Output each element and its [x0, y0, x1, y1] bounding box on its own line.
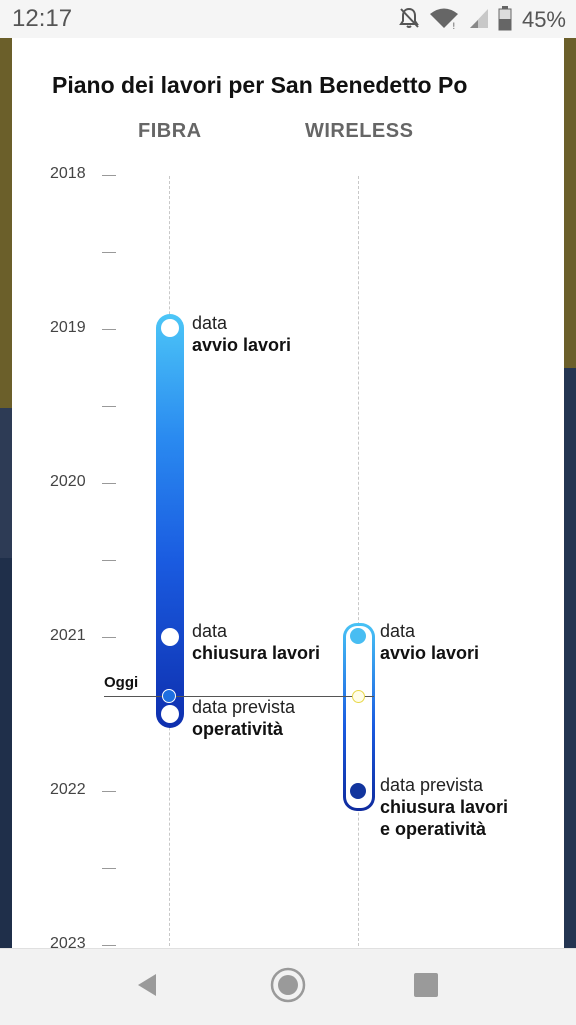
wireless-today-marker [352, 690, 365, 703]
status-bar: 12:17 ! [0, 0, 576, 38]
background-strip [0, 408, 12, 558]
today-label: Oggi [104, 674, 139, 691]
cell-signal-icon [468, 6, 490, 35]
fibra-start-marker [161, 319, 179, 337]
year-tick [102, 637, 116, 638]
battery-icon [498, 5, 512, 36]
annotation-line-bold: avvio lavori [192, 335, 292, 355]
year-tick [102, 483, 116, 484]
annotation-line-bold: operatività [192, 719, 284, 739]
fibra-timeline-bar [156, 314, 184, 728]
wireless-start-marker [350, 628, 366, 644]
notifications-off-icon [398, 6, 420, 35]
timeline-card: Piano dei lavori per San Benedetto Po FI… [12, 38, 564, 948]
status-time: 12:17 [12, 5, 73, 32]
year-label: 2020 [50, 473, 86, 490]
wireless-start-annotation: data avvio lavori [380, 620, 479, 664]
year-label: 2023 [50, 935, 86, 948]
annotation-line: data [192, 313, 228, 333]
year-tick [102, 329, 116, 330]
back-button[interactable] [130, 969, 166, 1005]
fibra-today-marker [162, 689, 176, 703]
annotation-line: data prevista [192, 697, 296, 717]
year-tick [102, 791, 116, 792]
status-icons: ! 45% [398, 5, 566, 36]
half-year-tick [102, 252, 116, 253]
wireless-end-marker [350, 783, 366, 799]
wireless-end-annotation: data prevista chiusura lavori e operativ… [380, 774, 508, 840]
today-line [104, 696, 374, 697]
recent-apps-button[interactable] [408, 969, 444, 1005]
background-strip [0, 38, 12, 408]
back-icon [134, 971, 162, 1004]
year-label: 2022 [50, 781, 86, 798]
svg-text:!: ! [452, 22, 456, 30]
background-strip [564, 368, 576, 948]
column-header-wireless: WIRELESS [305, 120, 414, 142]
wifi-icon: ! [428, 6, 460, 35]
home-icon [270, 967, 306, 1008]
background-strip [564, 38, 576, 368]
battery-percent: 45% [521, 7, 566, 32]
half-year-tick [102, 406, 116, 407]
navigation-bar [0, 948, 576, 1025]
home-button[interactable] [270, 967, 306, 1008]
column-header-fibra: FIBRA [138, 120, 202, 142]
year-label: 2018 [50, 165, 86, 182]
annotation-line: data [380, 621, 416, 641]
fibra-end-annotation: data chiusura lavori [192, 620, 320, 664]
half-year-tick [102, 868, 116, 869]
annotation-line-bold: e operatività [380, 819, 487, 839]
year-tick [102, 175, 116, 176]
fibra-operational-marker [161, 705, 179, 723]
background-strip [0, 558, 12, 948]
annotation-line-bold: chiusura lavori [380, 797, 509, 817]
annotation-line: data prevista [380, 775, 484, 795]
fibra-end-marker [161, 628, 179, 646]
wireless-timeline-bar [343, 623, 375, 811]
fibra-start-annotation: data avvio lavori [192, 312, 291, 356]
year-label: 2019 [50, 319, 86, 336]
year-label: 2021 [50, 627, 86, 644]
year-tick [102, 945, 116, 946]
recent-apps-icon [413, 972, 439, 1003]
half-year-tick [102, 560, 116, 561]
annotation-line-bold: avvio lavori [380, 643, 480, 663]
fibra-operational-annotation: data prevista operatività [192, 696, 295, 740]
annotation-line: data [192, 621, 228, 641]
annotation-line-bold: chiusura lavori [192, 643, 321, 663]
card-title: Piano dei lavori per San Benedetto Po [52, 72, 468, 98]
wireless-guide-line [358, 176, 359, 948]
